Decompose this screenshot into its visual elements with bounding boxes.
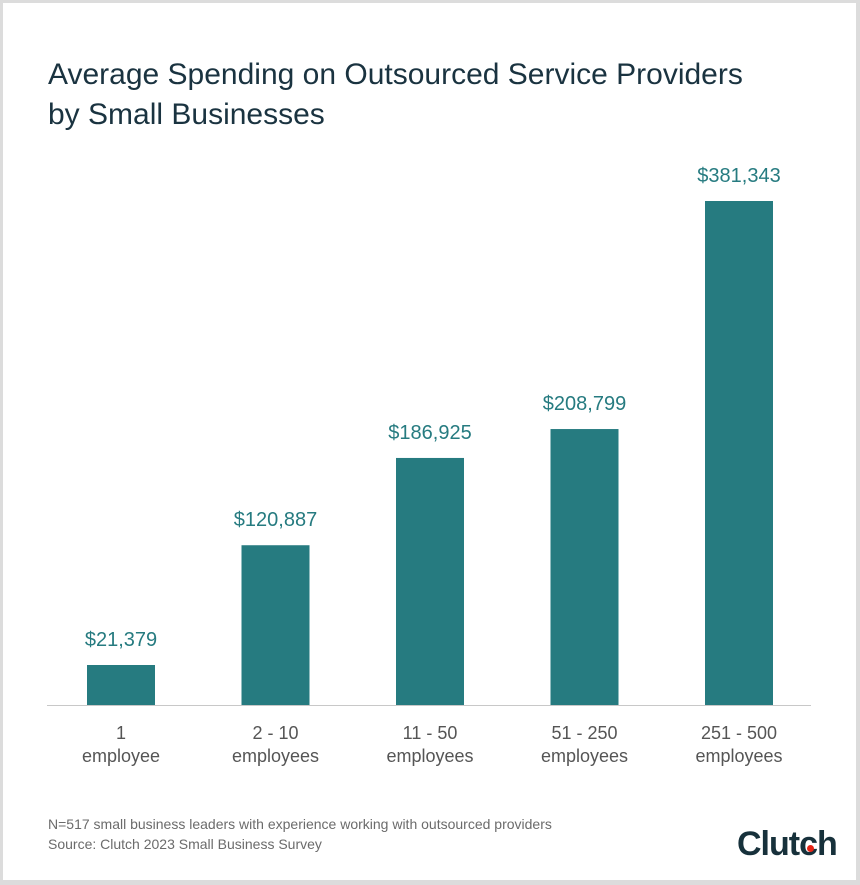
data-label: $208,799	[543, 393, 626, 415]
data-label: $120,887	[234, 509, 317, 531]
bar	[705, 201, 773, 705]
title-line-2: by Small Businesses	[48, 98, 325, 131]
x-tick-label: employees	[695, 746, 782, 766]
data-label: $21,379	[85, 629, 157, 651]
bar	[396, 457, 464, 705]
x-tick-label: 51 - 250	[551, 723, 617, 743]
x-tick-label: 2 - 10	[252, 723, 298, 743]
logo-dot	[807, 845, 814, 852]
x-tick-label: 11 - 50	[403, 723, 458, 743]
x-tick-label: 1	[116, 723, 126, 743]
chart-title: Average Spending on Outsourced Service P…	[48, 55, 743, 135]
bar	[550, 429, 619, 705]
footnote: N=517 small business leaders with experi…	[48, 814, 552, 854]
bar	[87, 665, 155, 705]
x-tick-label: employees	[232, 746, 319, 766]
data-label: $381,343	[697, 165, 780, 187]
x-tick-label: employees	[541, 746, 628, 766]
bar	[241, 545, 310, 705]
sample-note: N=517 small business leaders with experi…	[48, 816, 552, 832]
data-label: $186,925	[388, 422, 471, 444]
clutch-logo: Clutch	[737, 825, 838, 863]
title-line-1: Average Spending on Outsourced Service P…	[48, 58, 743, 91]
source-note: Source: Clutch 2023 Small Business Surve…	[48, 836, 322, 852]
x-tick-label: employee	[82, 746, 160, 766]
x-tick-label: 251 - 500	[701, 723, 777, 743]
x-tick-label: employees	[386, 746, 473, 766]
